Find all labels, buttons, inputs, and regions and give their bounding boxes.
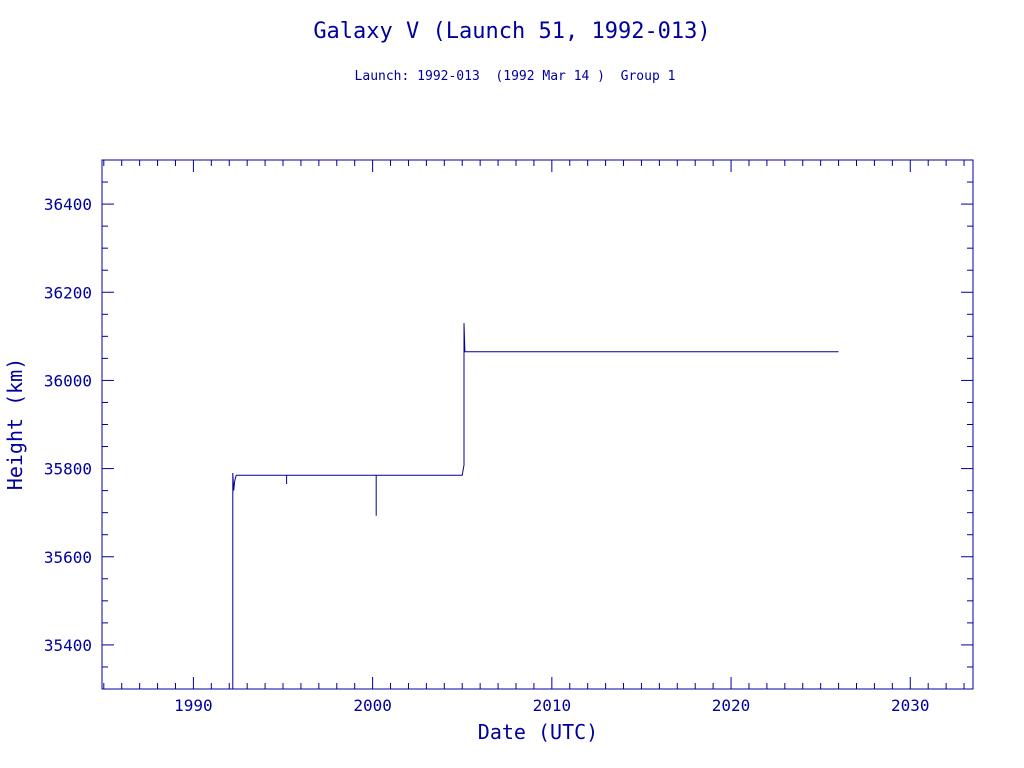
x-axis-label: Date (UTC) <box>478 720 598 744</box>
y-tick-label: 36200 <box>44 283 92 302</box>
y-tick-label: 35400 <box>44 636 92 655</box>
y-axis-label: Height (km) <box>3 358 27 490</box>
x-tick-label: 2010 <box>533 696 572 715</box>
major-ticks <box>102 160 973 689</box>
series-line <box>232 323 839 689</box>
minor-ticks <box>102 159 973 690</box>
y-tick-label: 35600 <box>44 548 92 567</box>
y-tick-label: 36000 <box>44 371 92 390</box>
chart-subtitle: Launch: 1992-013 (1992 Mar 14 ) Group 1 <box>355 69 676 84</box>
y-tick-label: 36400 <box>44 195 92 214</box>
chart-title: Galaxy V (Launch 51, 1992-013) <box>313 19 710 44</box>
x-tick-label: 2030 <box>891 696 930 715</box>
x-tick-label: 2020 <box>712 696 751 715</box>
x-tick-labels: 1990 2000 2010 2020 2030 <box>174 696 929 715</box>
x-tick-label: 2000 <box>353 696 392 715</box>
y-tick-labels: 35400 35600 35800 36000 36200 36400 <box>44 195 92 655</box>
y-tick-label: 35800 <box>44 460 92 479</box>
x-tick-label: 1990 <box>174 696 213 715</box>
